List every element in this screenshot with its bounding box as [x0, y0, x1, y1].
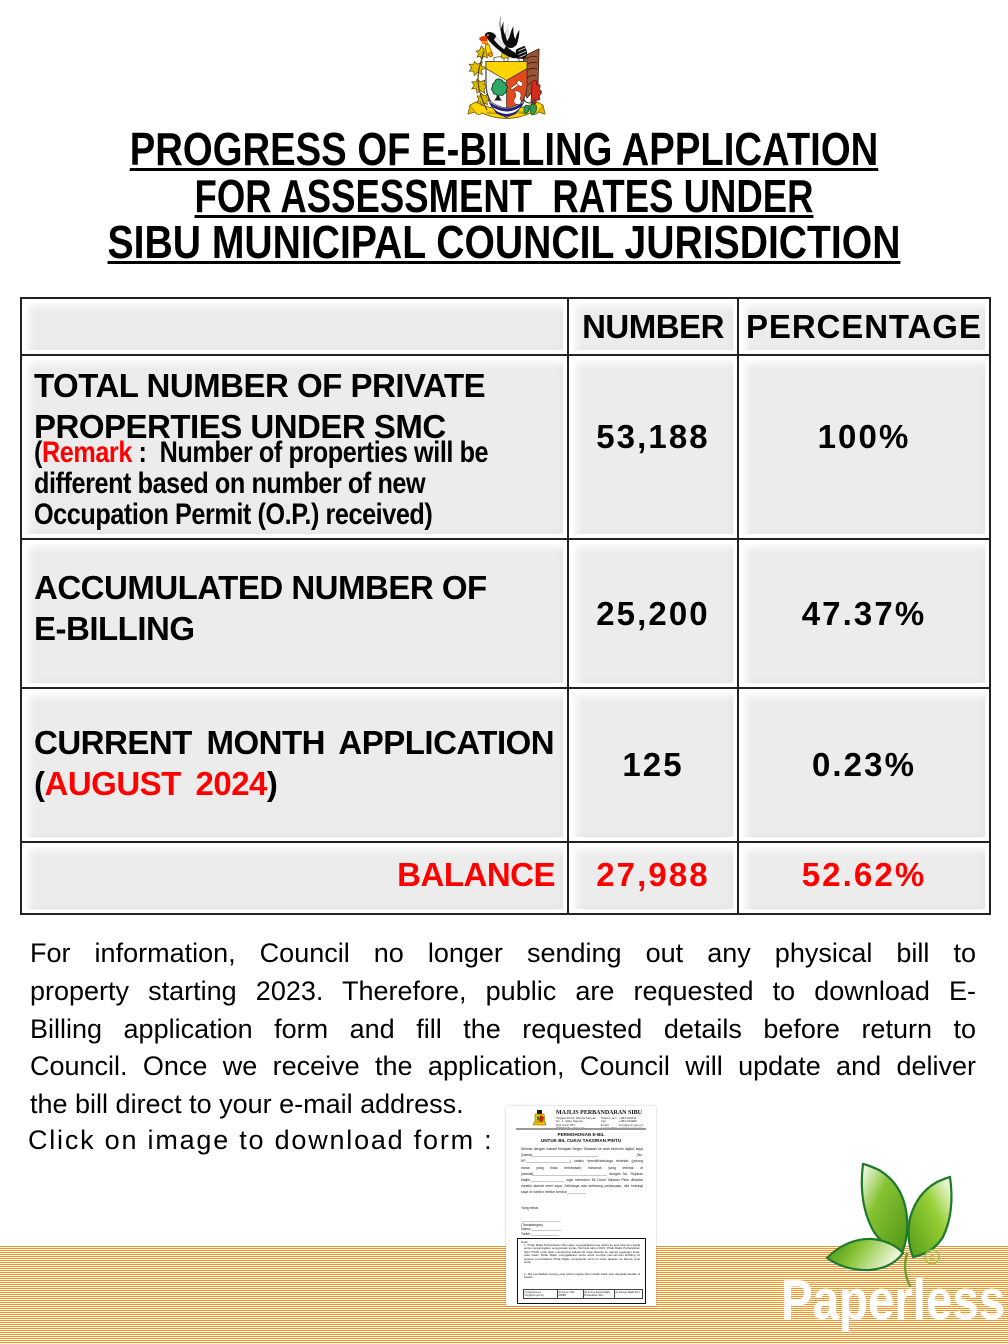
svg-text:SIBU: SIBU — [518, 111, 526, 115]
svg-text:MAJULAH: MAJULAH — [487, 111, 503, 115]
svg-text:c: c — [930, 1253, 935, 1264]
